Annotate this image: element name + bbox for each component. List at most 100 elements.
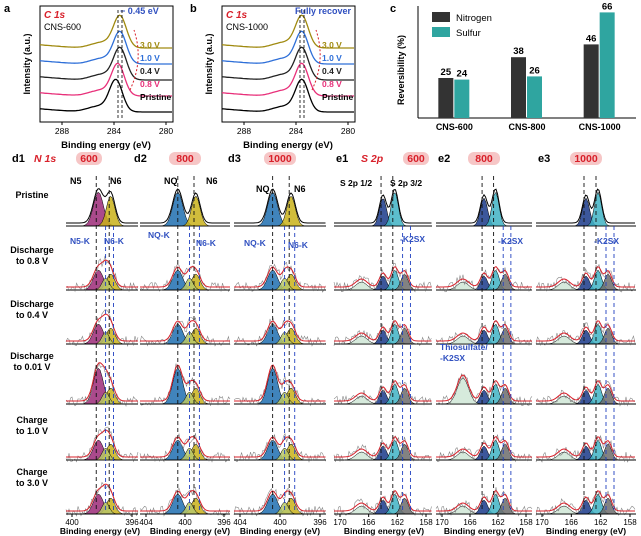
bar-value-label: 25 [441,67,452,78]
fit-component [140,447,230,461]
raw-spectrum [535,379,636,407]
panel-letter: e2 [438,153,450,165]
panel-b-letter: b [190,3,197,15]
panel-b-xticks: 288 284 280 [237,122,355,136]
fit-envelope [536,188,635,224]
annot-thiosulfate: Thiosulfate/ [440,342,488,352]
legend-label: Nitrogen [456,13,492,24]
annot-k2sx: -K2SX [498,236,523,246]
fit-envelope [234,188,326,224]
xtick-label: 288 [237,126,251,136]
temp-badge [264,152,296,165]
curve-v10 [221,30,354,65]
xtick-label: 396 [313,518,327,527]
temp-label: 1000 [268,153,292,165]
xtick-label: 162 [594,518,608,527]
xlabel: Binding energy (eV) [150,526,230,536]
raw-spectrum [535,263,636,293]
annot-nq: NQ [256,184,270,194]
xtick-label: 162 [391,518,405,527]
fit-envelope [234,490,326,512]
panel-b-ylabel: Intensity (a.u.) [204,33,214,94]
row-label: Discharge [10,351,54,361]
annot-n5k: N5-K [70,236,91,246]
panel-b-note: Fully recover [295,6,352,16]
fit-envelope [334,380,432,402]
bar-value-label: 66 [602,1,613,12]
raw-spectrum [139,317,231,347]
panel-a: a C 1s CNS-600 − 0.45 eV 3.0 V 1.0 V 0.4 V… [4,3,174,151]
curve-v30 [221,14,354,49]
curve-label: 0.4 V [140,66,160,76]
curve-v10 [39,30,172,65]
bar-sulfur [599,12,615,118]
fit-envelope [140,436,230,458]
panel-a-sample: CNS-600 [44,22,81,32]
fit-envelope [66,187,138,224]
legend-label: Sulfur [456,28,481,39]
annot-n6k: N6-K [288,240,309,250]
fit-component [536,197,636,227]
row-label: to 0.01 V [13,362,50,372]
element-label: S 2p [361,153,384,165]
temp-badge [570,152,602,165]
panel-b-sample: CNS-1000 [226,22,268,32]
category-label: CNS-1000 [579,122,621,132]
fit-envelope [140,320,230,342]
panel-c-letter: c [390,3,396,15]
bar-sulfur [454,79,470,118]
xlabel: Binding energy (eV) [240,526,320,536]
raw-spectrum [65,481,139,517]
bar-nitrogen [438,78,454,118]
raw-spectrum [535,320,636,347]
curve-pristine [39,78,172,113]
temp-badge [76,152,102,165]
xtick-label: 170 [333,518,347,527]
fit-envelope [536,266,635,288]
panel-letter: e3 [538,153,550,165]
curve-label: Pristine [322,92,353,102]
panel-letter: e1 [336,153,348,165]
fit-envelope [234,266,326,288]
curve-label: 1.0 V [140,53,160,63]
xtick-label: 158 [419,518,433,527]
curve-pristine [221,78,354,113]
fit-envelope [66,483,138,512]
temp-label: 600 [80,153,98,165]
row-label: to 0.4 V [16,310,48,320]
fit-envelope [334,490,432,512]
curve-v08 [221,62,354,97]
raw-spectrum [435,267,533,293]
fit-envelope [436,435,532,458]
fit-envelope [140,266,230,288]
legend-swatch [432,12,450,22]
curve-label: 0.8 V [322,79,342,89]
xtick-label: 288 [55,126,69,136]
category-label: CNS-800 [508,122,545,132]
xtick-label: 158 [519,518,533,527]
xtick-label: 170 [535,518,549,527]
raw-spectrum [65,426,139,463]
panel-a-xticks: 288 284 280 [55,122,173,136]
xlabel: Binding energy (eV) [344,526,424,536]
annot-s32: S 2p 3/2 [390,178,422,188]
fit-envelope [140,188,230,224]
fit-envelope [536,320,635,342]
panel-b-curve-labels: 3.0 V 1.0 V 0.4 V 0.8 V Pristine [322,40,353,102]
row-label: Discharge [10,299,54,309]
fit-envelope [436,374,532,402]
xtick-label: 280 [159,126,173,136]
annot-k2sx: -K2SX [594,236,619,246]
xtick-label: 162 [491,518,505,527]
row-label: to 3.0 V [16,478,48,488]
xtick-label: 158 [623,518,637,527]
row-label: to 1.0 V [16,426,48,436]
bar-value-label: 38 [513,46,524,57]
raw-spectrum [333,379,432,406]
annot-n6k: N6-K [196,238,217,248]
xtick-label: 284 [107,126,121,136]
raw-spectrum [333,319,432,346]
xtick-label: 404 [139,518,153,527]
